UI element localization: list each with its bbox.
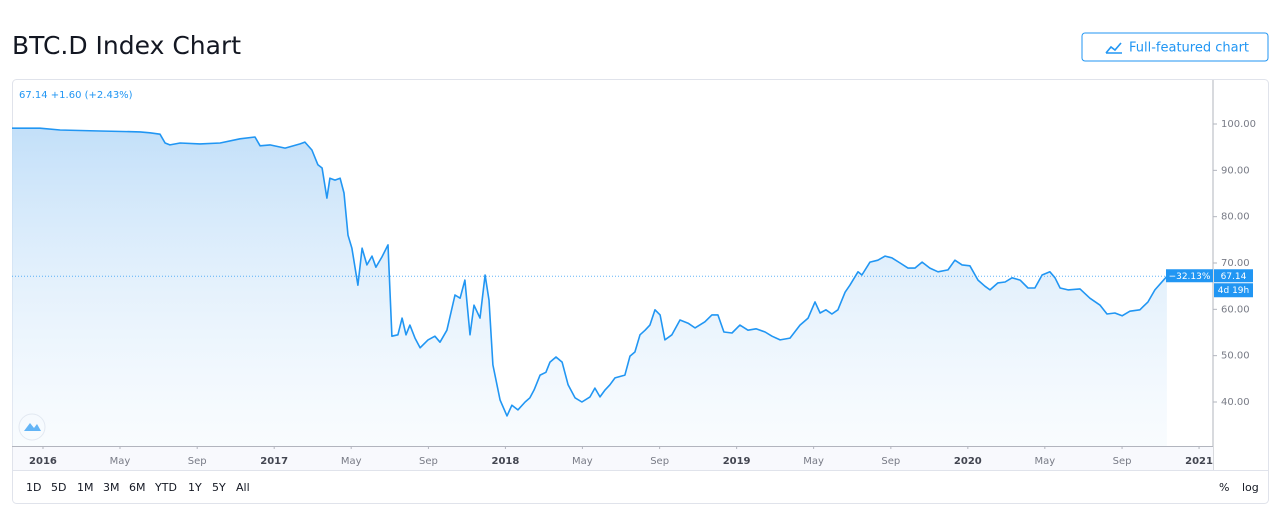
x-tick-label: Sep <box>419 456 438 467</box>
x-tick-label: 2016 <box>29 456 57 467</box>
button-icon <box>1105 42 1122 54</box>
button-frame <box>1081 32 1269 62</box>
range-button[interactable]: 5D <box>51 481 66 494</box>
x-tick-label: May <box>1034 456 1055 467</box>
x-tick-label: 2019 <box>723 456 751 467</box>
x-tick-label: 2021 <box>1185 456 1213 467</box>
scale-option[interactable]: % <box>1219 481 1229 494</box>
x-tick-label: 2018 <box>491 456 519 467</box>
y-tick-label: 50.00 <box>1221 351 1250 362</box>
range-button[interactable]: 1D <box>26 481 41 494</box>
legend-text: 67.14 +1.60 (+2.43%) <box>19 90 133 101</box>
price-label: 67.14 <box>1221 272 1247 282</box>
x-axis-strip <box>13 447 1213 470</box>
x-tick-label: 2017 <box>260 456 288 467</box>
y-tick-label: 60.00 <box>1221 304 1250 315</box>
price-tag <box>1214 269 1253 283</box>
x-tick-label: Sep <box>650 456 669 467</box>
range-button[interactable]: 5Y <box>212 481 226 494</box>
x-tick-label: Sep <box>1113 456 1132 467</box>
countdown-label: 4d 19h <box>1218 286 1249 296</box>
range-button[interactable]: 6M <box>129 481 146 494</box>
button-label[interactable]: Full-featured chart <box>1129 41 1249 56</box>
range-button[interactable]: 3M <box>103 481 120 494</box>
y-tick-label: 80.00 <box>1221 212 1250 223</box>
x-tick-label: May <box>803 456 824 467</box>
chart-title: BTC.D Index Chart <box>12 31 241 60</box>
x-tick-label: Sep <box>881 456 900 467</box>
line <box>12 127 1168 417</box>
y-tick-label: 70.00 <box>1221 258 1250 269</box>
y-tick-label: 100.00 <box>1221 119 1256 130</box>
toolbar: 1D 5D 1M 3M 6M YTD 1Y 5Y All% log <box>26 481 1259 494</box>
countdown-tag <box>1214 283 1253 298</box>
area <box>12 128 1167 446</box>
change-label: −32.13% <box>1169 272 1211 282</box>
x-tick-label: May <box>572 456 593 467</box>
y-tick-label: 40.00 <box>1221 397 1250 408</box>
scale-option[interactable]: log <box>1242 481 1259 494</box>
x-tick-label: May <box>341 456 362 467</box>
full-chart-button[interactable]: Full-featured chart <box>1081 32 1269 62</box>
range-button[interactable]: YTD <box>154 481 177 494</box>
plot: 40.00 50.00 60.00 70.00 80.00 90.00 100.00 2016… <box>12 119 1256 467</box>
x-tick-label: 2020 <box>954 456 982 467</box>
y-tick-label: 90.00 <box>1221 165 1250 176</box>
range-button[interactable]: 1Y <box>188 481 202 494</box>
range-button[interactable]: All <box>236 481 250 494</box>
x-tick-label: Sep <box>188 456 207 467</box>
range-button[interactable]: 1M <box>77 481 94 494</box>
x-tick-label: May <box>110 456 131 467</box>
change-tag <box>1166 269 1213 283</box>
